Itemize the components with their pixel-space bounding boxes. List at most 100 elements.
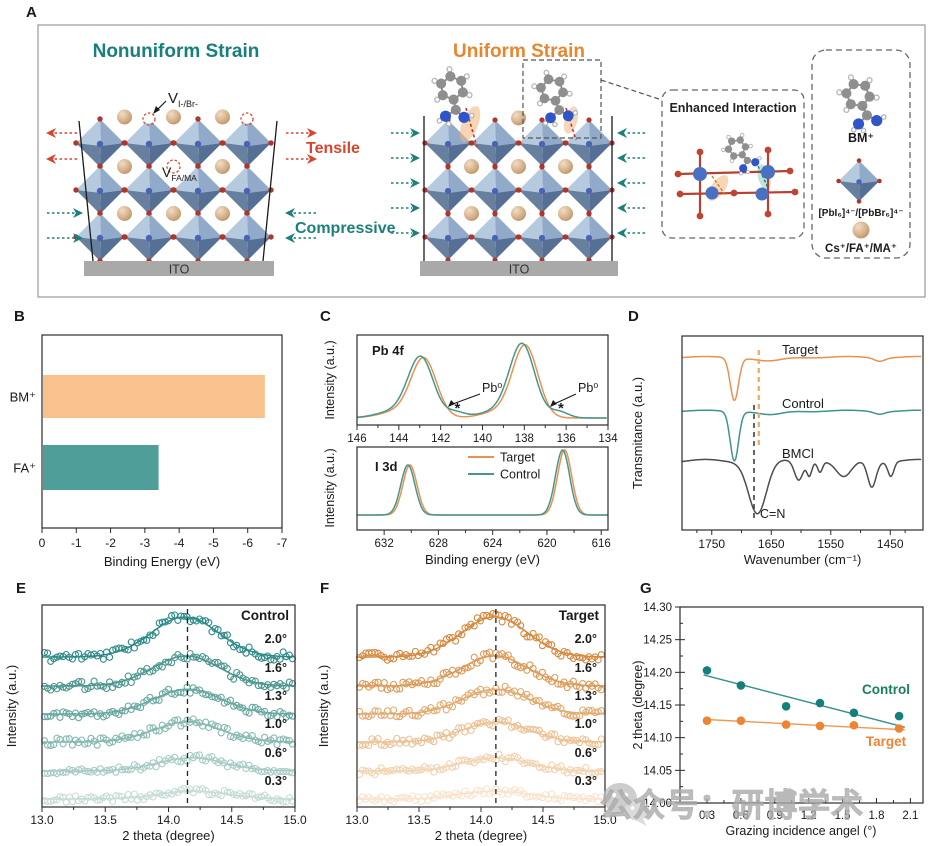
tick-label: -4 <box>174 536 185 550</box>
x-axis-label: Grazing incidence angel (°) <box>726 824 877 838</box>
gixrd-point <box>143 731 151 739</box>
gixrd-point <box>50 741 58 749</box>
gixrd-point <box>448 703 457 711</box>
gixrd-point <box>220 631 228 639</box>
strain-arrow-head <box>73 208 83 218</box>
gixrd-point <box>47 797 55 805</box>
panel-g-peak-shift-scatter: 14.00 14.05 14.10 14.15 14.20 14.25 14.30 0.3 0.… <box>631 602 924 838</box>
gixrd-point <box>455 630 463 638</box>
xps-curve-Target <box>356 343 607 419</box>
gixrd-point <box>267 656 275 664</box>
gixrd-point <box>402 794 410 802</box>
panel-a-strain-schematic: Nonuniform Strain Uniform Strain ITO ITO… <box>37 24 926 298</box>
gixrd-point <box>473 719 481 728</box>
strain-arrow-head <box>46 128 56 138</box>
y-axis-label: 2 theta (degree) <box>631 661 645 750</box>
gixrd-point <box>133 703 142 711</box>
strain-arrow-head <box>307 154 317 164</box>
tick-label: 616 <box>592 538 611 550</box>
gixrd-point <box>130 790 138 798</box>
gixrd-point <box>282 736 290 744</box>
angle-label: 1.6° <box>265 661 287 675</box>
gixrd-point <box>81 685 89 694</box>
gixrd-point <box>597 651 605 659</box>
gixrd-point <box>217 729 225 737</box>
gixrd-point <box>270 734 278 742</box>
gixrd-point <box>495 750 503 758</box>
cation-sphere <box>558 206 573 221</box>
vacancy-sub: I-/Br- <box>178 99 198 109</box>
gixrd-point <box>59 708 67 716</box>
tick-label: 0.3 <box>699 810 715 822</box>
gixrd-point <box>510 722 519 731</box>
tick-label: 13.0 <box>345 813 369 827</box>
gixrd-point <box>597 686 605 694</box>
gixrd-point <box>591 741 599 749</box>
ito-substrate-right <box>420 261 618 276</box>
panel-label-a: A <box>26 4 37 21</box>
gixrd-point <box>68 680 76 688</box>
data-point-Target <box>702 716 712 725</box>
pb0-label: Pb⁰ <box>482 381 502 395</box>
gixrd-point <box>143 762 151 770</box>
gixrd-point <box>597 768 605 776</box>
gixrd-point <box>442 706 450 714</box>
gixrd-point <box>461 664 469 672</box>
x-axis-label: Binding Energy (eV) <box>104 554 220 569</box>
tick-label: -5 <box>208 536 219 550</box>
tick-label: 1.5 <box>835 810 851 822</box>
gixrd-point <box>205 791 213 799</box>
tick-label: 15.0 <box>593 813 617 827</box>
gixrd-point <box>93 741 101 749</box>
gixrd-point <box>585 794 593 802</box>
gixrd-point <box>127 638 135 646</box>
gixrd-point <box>130 702 138 710</box>
gixrd-point <box>230 675 238 683</box>
gixrd-point <box>430 707 438 715</box>
curve-label-BMCl: BMCl <box>782 446 814 461</box>
angle-label: 1.3° <box>265 689 287 703</box>
gixrd-point <box>436 675 444 683</box>
gixrd-point <box>124 646 132 654</box>
gixrd-point <box>572 712 581 720</box>
angle-label: 0.3° <box>265 774 287 788</box>
polygon-shape <box>448 400 455 407</box>
cation-sphere <box>464 206 479 221</box>
legend-octahedron-label: [PbI₆]⁴⁻/[PbBr₆]⁴⁻ <box>818 208 903 219</box>
gixrd-point <box>285 711 293 719</box>
gixrd-point <box>405 652 413 660</box>
gixrd-point <box>96 734 104 742</box>
gixrd-point <box>470 653 478 661</box>
gixrd-point <box>517 687 525 696</box>
gixrd-point <box>476 657 484 665</box>
gixrd-point <box>137 704 145 712</box>
angle-label: 0.6° <box>265 746 287 760</box>
data-point-Control <box>849 708 859 718</box>
gixrd-point <box>430 738 438 746</box>
gixrd-point <box>245 643 253 651</box>
gixrd-point <box>75 678 83 686</box>
gixrd-point <box>548 641 556 649</box>
gixrd-point <box>458 631 466 639</box>
gixrd-point <box>393 713 401 721</box>
gixrd-point <box>594 741 602 749</box>
polygon-shape <box>550 400 557 407</box>
gixrd-point <box>199 756 207 764</box>
gixrd-point <box>59 768 67 776</box>
gixrd-point <box>424 735 432 743</box>
y-axis-label: Intensity (a.u.) <box>323 340 337 419</box>
cation-sphere <box>117 159 132 174</box>
gixrd-point <box>168 659 176 667</box>
x-axis-label: Binding energy (eV) <box>425 552 540 567</box>
tick-label: 0.6 <box>733 810 749 822</box>
gixrd-point <box>199 617 207 625</box>
plot-border <box>356 446 609 531</box>
gixrd-point <box>483 753 491 761</box>
compressive-label: Compressive <box>295 220 396 237</box>
gixrd-point <box>504 716 512 724</box>
ftir-curve-Control <box>682 409 922 462</box>
gixrd-point <box>109 646 117 654</box>
tick-label: 14.5 <box>220 813 244 827</box>
tick-label: 14.30 <box>643 602 672 614</box>
gixrd-point <box>414 766 422 774</box>
